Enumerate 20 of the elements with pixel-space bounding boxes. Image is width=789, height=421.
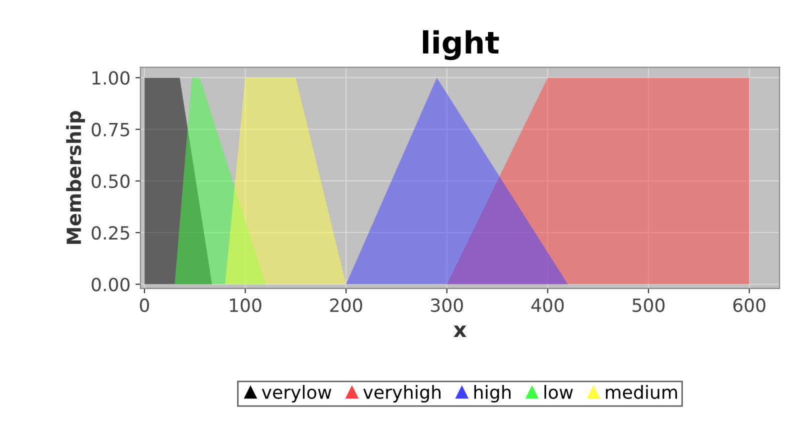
x-tick-label: 200 [330, 298, 362, 312]
x-tick-label: 0 [140, 298, 150, 312]
legend-label: medium [606, 385, 677, 399]
legend-label: verylow [262, 385, 332, 402]
chart-title: light [422, 30, 499, 60]
legend-label: veryhigh [363, 385, 440, 402]
x-tick-label: 400 [531, 298, 564, 312]
y-axis-title: Membership [66, 111, 85, 244]
legend-label: low [544, 385, 573, 399]
y-tick-label: 0.50 [92, 174, 130, 188]
x-tick-label: 100 [230, 298, 262, 312]
x-tick-label: 300 [431, 298, 463, 312]
y-tick-label: 0.00 [92, 278, 130, 292]
y-tick-label: 1.00 [92, 71, 130, 85]
y-tick-label: 0.75 [92, 122, 130, 136]
x-tick-label: 600 [733, 298, 766, 312]
x-axis-title: x [454, 326, 466, 337]
legend-label: high [474, 385, 511, 402]
x-tick-label: 500 [632, 298, 665, 312]
y-tick-label: 0.25 [92, 226, 130, 240]
